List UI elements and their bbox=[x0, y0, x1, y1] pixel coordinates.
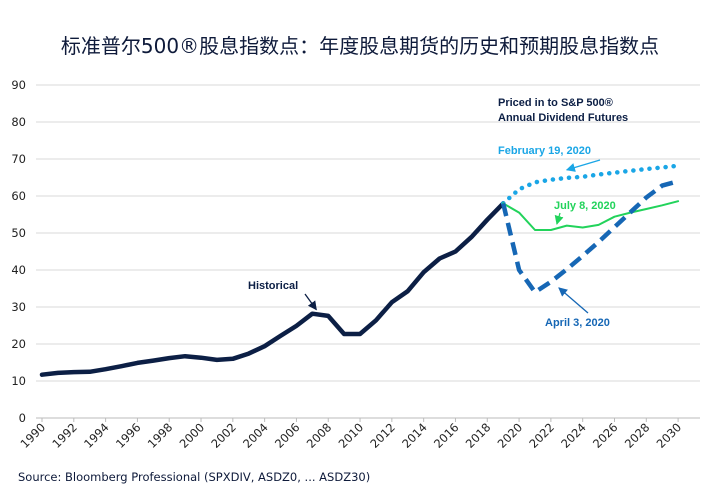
x-tick-label: 1998 bbox=[145, 420, 176, 451]
x-tick-label: 2026 bbox=[590, 420, 621, 451]
y-tick-label: 20 bbox=[11, 337, 26, 351]
y-tick-label: 40 bbox=[11, 263, 26, 277]
y-tick-label: 80 bbox=[11, 115, 26, 129]
series-line-july-8-2020 bbox=[502, 200, 680, 231]
series-line-historical bbox=[39, 201, 506, 377]
y-tick-label: 30 bbox=[11, 300, 26, 314]
annotation-april-3-2020: April 3, 2020 bbox=[545, 317, 610, 329]
chart-title: 标准普尔500®股息指数点：年度股息期货的历史和预期股息指数点 bbox=[60, 34, 660, 58]
x-tick-label: 2022 bbox=[526, 420, 557, 451]
x-tick-label: 1992 bbox=[49, 420, 80, 451]
x-tick-label: 2018 bbox=[463, 420, 494, 451]
annotation-arrow-july-8-2020 bbox=[554, 212, 564, 225]
x-tick-label: 2000 bbox=[177, 420, 208, 451]
y-tick-label: 0 bbox=[19, 411, 26, 425]
x-tick-label: 2002 bbox=[208, 420, 239, 451]
annotation-july-8-2020: July 8, 2020 bbox=[554, 200, 616, 212]
x-tick-label: 2024 bbox=[558, 420, 589, 451]
x-tick-label: 2006 bbox=[272, 420, 303, 451]
annotation-historical: Historical bbox=[248, 280, 298, 292]
series-line-february-19-2020 bbox=[500, 163, 681, 206]
series-line-april-3-2020 bbox=[501, 179, 679, 295]
x-tick-label: 2004 bbox=[240, 420, 271, 451]
x-tick-label: 2012 bbox=[367, 420, 398, 451]
source-note: Source: Bloomberg Professional (SPXDIV, … bbox=[18, 470, 371, 484]
y-tick-label: 10 bbox=[11, 374, 26, 388]
annotation-arrow-april-3-2020 bbox=[558, 287, 589, 314]
annotation-arrow-february-19-2020 bbox=[565, 159, 601, 172]
x-tick-label: 2016 bbox=[431, 420, 462, 451]
legend-title-line2: Annual Dividend Futures bbox=[498, 112, 628, 124]
annotation-arrow-historical bbox=[304, 293, 317, 311]
annotation-february-19-2020: February 19, 2020 bbox=[498, 145, 591, 157]
x-tick-label: 2010 bbox=[336, 420, 367, 451]
x-tick-label: 2028 bbox=[622, 420, 653, 451]
legend-title-line1: Priced in to S&P 500® bbox=[498, 97, 613, 109]
y-tick-label: 90 bbox=[11, 78, 26, 92]
x-tick-label: 2020 bbox=[495, 420, 526, 451]
y-tick-label: 50 bbox=[11, 226, 26, 240]
x-tick-label: 1994 bbox=[81, 420, 112, 451]
y-tick-label: 70 bbox=[11, 152, 26, 166]
x-tick-label: 1996 bbox=[113, 420, 144, 451]
x-tick-label: 2008 bbox=[304, 420, 335, 451]
x-tick-label: 2014 bbox=[399, 420, 430, 451]
y-tick-label: 60 bbox=[11, 189, 26, 203]
x-tick-label: 2030 bbox=[654, 420, 685, 451]
